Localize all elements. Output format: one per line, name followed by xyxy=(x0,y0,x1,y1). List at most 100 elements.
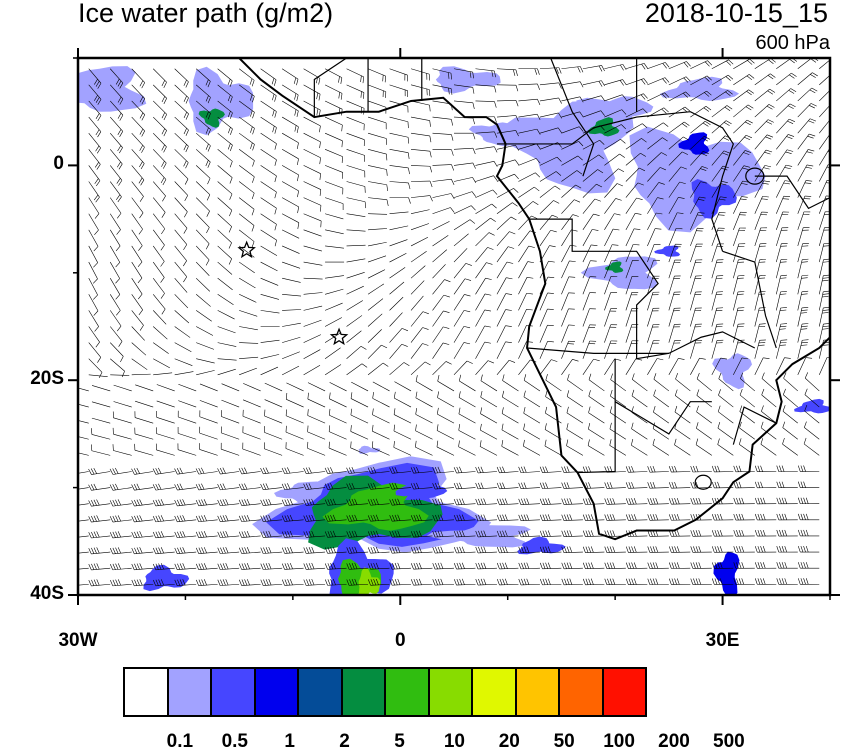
wind-barb-flag xyxy=(798,514,800,520)
wind-barb-flag xyxy=(223,484,226,490)
wind-barb xyxy=(819,357,827,374)
wind-barb-flag xyxy=(664,108,669,112)
wind-barb xyxy=(286,383,303,391)
wind-barb xyxy=(497,326,506,343)
wind-barb xyxy=(113,450,131,455)
wind-barb xyxy=(325,198,343,204)
wind-barb xyxy=(690,292,695,310)
wind-barb-flag xyxy=(361,76,362,82)
wind-barb-flag xyxy=(610,439,611,445)
wind-barb-flag xyxy=(132,564,135,570)
wind-barb-flag xyxy=(472,192,476,197)
wind-barb-flag xyxy=(443,311,449,313)
wind-barb-flag xyxy=(632,579,634,585)
wind-barb-flag xyxy=(570,546,572,552)
wind-barb-flag xyxy=(115,484,118,490)
wind-barb-flag xyxy=(634,498,636,504)
wind-barb xyxy=(497,342,506,359)
wind-barb xyxy=(347,69,364,77)
wind-barb-flag xyxy=(433,579,435,585)
wind-barb-flag xyxy=(788,106,794,109)
wind-barb-flag xyxy=(798,466,800,472)
wind-barb-flag xyxy=(394,441,395,447)
wind-barb-flag xyxy=(110,532,113,538)
wind-barb xyxy=(561,230,571,246)
wind-barb xyxy=(390,282,404,294)
wind-barb-flag xyxy=(761,482,763,488)
wind-barb-flag xyxy=(540,499,542,505)
wind-barb-flag xyxy=(473,103,474,109)
wind-barb-flag xyxy=(489,233,495,236)
wind-barb xyxy=(132,262,142,278)
wind-barb xyxy=(454,206,471,214)
wind-barb xyxy=(762,395,777,407)
wind-barb xyxy=(411,149,430,151)
wind-barb-flag xyxy=(473,118,475,124)
wind-barb-flag xyxy=(199,580,201,586)
wind-barb-flag xyxy=(118,180,121,185)
wind-barb-flag xyxy=(545,407,546,413)
wind-barb-flag xyxy=(72,484,75,490)
wind-barb-flag xyxy=(802,340,808,341)
wind-barb xyxy=(755,104,769,117)
wind-barb-flag xyxy=(755,514,757,520)
wind-barb-flag xyxy=(570,563,572,569)
wind-barb xyxy=(373,398,390,407)
wind-barb-flag xyxy=(740,406,742,412)
wind-barb xyxy=(411,328,423,343)
wind-barb xyxy=(583,293,590,311)
wind-barb-flag xyxy=(663,63,667,68)
wind-barb xyxy=(521,471,540,472)
wind-barb-flag xyxy=(812,73,817,76)
wind-barb xyxy=(583,65,602,68)
wind-barb-flag xyxy=(764,152,770,154)
wind-barb-flag xyxy=(665,78,669,83)
wind-barb-flag xyxy=(460,547,462,553)
wind-barb-flag xyxy=(196,468,199,474)
wind-barb-flag xyxy=(693,498,695,504)
wind-barb xyxy=(134,552,153,554)
wind-barb-flag xyxy=(202,547,205,553)
wind-barb-flag xyxy=(184,161,187,167)
wind-barb-flag xyxy=(521,499,523,505)
wind-barb xyxy=(91,584,110,586)
wind-barb-flag xyxy=(186,114,189,120)
wind-barb-flag xyxy=(180,500,183,506)
wind-barb xyxy=(347,101,365,108)
wind-barb xyxy=(776,276,780,294)
wind-barb xyxy=(499,504,518,505)
wind-barb-flag xyxy=(308,409,309,415)
wind-barb xyxy=(199,488,218,490)
wind-barb xyxy=(457,552,476,553)
wind-barb-flag xyxy=(201,468,204,474)
wind-barb-flag xyxy=(228,79,230,85)
wind-barb-flag xyxy=(758,514,760,520)
wind-barb xyxy=(690,341,695,359)
wind-barb xyxy=(697,379,712,391)
wind-barb-flag xyxy=(478,579,480,585)
wind-barb-flag xyxy=(70,445,71,451)
wind-barb xyxy=(669,61,687,68)
wind-barb-flag xyxy=(741,197,747,198)
wind-barb-flag xyxy=(758,546,760,552)
wind-barb-flag xyxy=(308,393,309,399)
wind-barb xyxy=(475,147,494,150)
wind-barb xyxy=(220,520,239,522)
wind-barb-flag xyxy=(631,439,633,445)
wind-barb-flag xyxy=(113,484,116,490)
wind-barb-flag xyxy=(712,482,714,488)
colorbar-swatch xyxy=(299,669,343,715)
wind-barb-flag xyxy=(656,562,658,568)
wind-barb-flag xyxy=(113,580,116,586)
wind-barb xyxy=(304,198,321,206)
wind-barb xyxy=(390,69,408,75)
wind-barb xyxy=(91,568,110,570)
wind-barb-flag xyxy=(782,546,784,552)
map-content xyxy=(42,57,841,606)
wind-barb xyxy=(583,277,590,295)
wind-barb-flag xyxy=(162,112,165,118)
wind-barb xyxy=(239,368,257,375)
wind-barb-flag xyxy=(682,124,687,128)
wind-barb xyxy=(433,311,444,327)
wind-barb-flag xyxy=(402,344,408,346)
